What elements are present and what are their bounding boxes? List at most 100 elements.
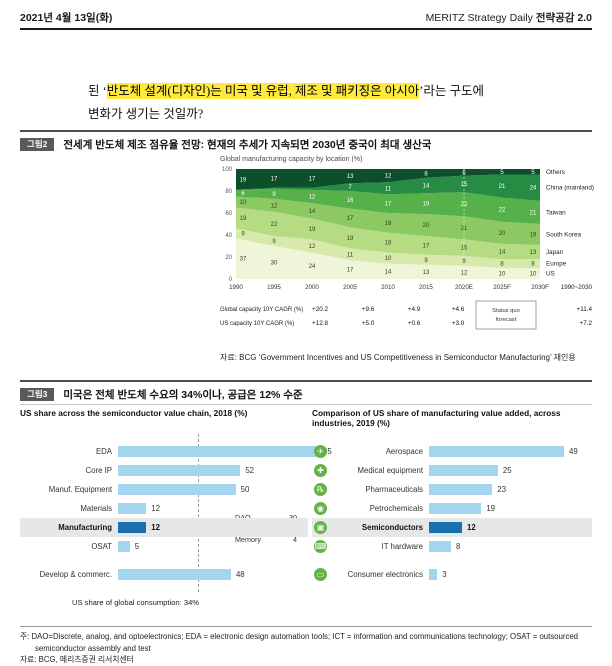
bar-label: EDA <box>95 447 112 456</box>
bar <box>118 484 236 495</box>
x-axis-tick: 2030F <box>531 284 549 291</box>
band-value: 24 <box>309 264 316 270</box>
bar-row-pharmaceuticals: ℞ Pharmaceuticals 23 <box>312 480 592 499</box>
figure3-divider <box>20 404 592 405</box>
bar <box>118 541 130 552</box>
brand-series: 전략공감 2.0 <box>535 12 592 24</box>
bar-row-manufacturing: Manufacturing 12 <box>20 518 308 537</box>
x-axis-tick: 2000 <box>305 284 319 291</box>
bar <box>429 541 452 552</box>
cagr-value: +5.0 <box>362 320 375 327</box>
figure2-badge: 그림2 <box>20 137 55 152</box>
band-value: 9 <box>462 259 466 265</box>
band-value: 22 <box>461 202 468 208</box>
keyboard-icon: ⌨ <box>314 540 327 553</box>
band-value: 16 <box>347 198 354 204</box>
band-value: 19 <box>309 227 316 233</box>
cagr-value: +4.6 <box>452 306 465 313</box>
band-value: 21 <box>530 210 537 216</box>
band-value: 17 <box>347 268 354 274</box>
legend-japan: Japan <box>546 249 564 256</box>
band-value: 19 <box>240 216 247 222</box>
band-value: 18 <box>385 241 392 247</box>
consumption-label: US share of global consumption: 34% <box>72 598 200 607</box>
bar <box>118 446 318 457</box>
cagr-value: +20.2 <box>312 306 328 313</box>
annotation-row: DAO 30 <box>235 512 297 523</box>
band-value: 7 <box>348 185 352 191</box>
annotation-label: Memory <box>235 535 261 544</box>
bar-label: Petrochemicals <box>369 504 423 513</box>
industries-rows: ✈ Aerospace 49 ✚ Medical equipment 25 ℞ Pharmac… <box>312 442 592 584</box>
body-paragraph: 된 ‘반도체 설계(디자인)는 미국 및 유럽, 제조 및 패키징은 아시아’라… <box>88 80 534 125</box>
brand-name: MERITZ Strategy Daily <box>425 12 536 24</box>
annotation-value: 4 <box>293 535 297 544</box>
band-value: 19 <box>347 236 354 242</box>
band-value: 22 <box>271 222 278 228</box>
bar-value: 49 <box>569 447 578 456</box>
band-value: 14 <box>385 269 392 275</box>
bar-label: IT hardware <box>381 542 423 551</box>
bar <box>118 569 231 580</box>
y-axis-tick: 40 <box>225 233 232 239</box>
bar-value: 48 <box>235 570 245 579</box>
band-value: 12 <box>385 174 392 180</box>
legend-others: Others <box>546 169 565 176</box>
band-value: 17 <box>423 243 430 249</box>
legend-taiwan: Taiwan <box>546 209 566 216</box>
pharma-rx-icon: ℞ <box>314 483 327 496</box>
area-band-south-korea <box>236 196 540 245</box>
band-value: 6 <box>462 170 466 176</box>
band-value: 5 <box>500 170 504 176</box>
bar-label: Develop & commerc. <box>39 570 112 579</box>
stacked-area-chart: 37 30 24 17 14 13 12 10 10 9 9 12 11 10 9 9 8 8 19 22 19 19 18… <box>220 167 594 330</box>
bar-label: Medical equipment <box>357 466 423 475</box>
airplane-icon: ✈ <box>314 445 327 458</box>
band-value: 10 <box>240 200 247 206</box>
bar <box>429 503 482 514</box>
oil-drop-icon: ◉ <box>314 502 327 515</box>
bar-row-petrochemicals: ◉ Petrochemicals 19 <box>312 499 592 518</box>
band-value: 13 <box>347 174 354 180</box>
x-axis-tick: 1995 <box>267 284 281 291</box>
bar <box>429 522 463 533</box>
bar-value: 23 <box>497 485 507 494</box>
bar-row-consumer-electronics: ▭ Consumer electronics 3 <box>312 565 592 584</box>
bar-label: Manuf. Equipment <box>48 485 112 494</box>
bar <box>118 465 241 476</box>
x-axis-tick: 2005 <box>343 284 357 291</box>
bar-label: Core IP <box>85 466 112 475</box>
band-value: 8 <box>531 262 535 268</box>
medical-cross-icon: ✚ <box>314 464 327 477</box>
bar-value: 8 <box>456 542 461 551</box>
paragraph-line2: 변화가 생기는 것일까? <box>88 106 204 121</box>
cagr-period-value: +11.4 <box>577 306 593 313</box>
band-value: 20 <box>423 223 430 229</box>
x-axis-tick: 2025F <box>493 284 511 291</box>
band-value: 15 <box>461 246 468 252</box>
band-value: 11 <box>347 252 354 258</box>
report-brand: MERITZ Strategy Daily 전략공감 2.0 <box>426 10 592 25</box>
bar-row-aerospace: ✈ Aerospace 49 <box>312 442 592 461</box>
bar-row-osat: OSAT 5 <box>20 537 308 556</box>
bar <box>429 465 498 476</box>
x-axis-tick: 2010 <box>381 284 395 291</box>
paragraph-suffix: ’라는 구도에 <box>419 84 485 98</box>
bar <box>429 446 564 457</box>
band-value: 8 <box>500 262 504 268</box>
x-axis-tick: 2020E <box>455 284 473 291</box>
band-value: 17 <box>309 176 316 182</box>
area-band-us <box>236 238 540 279</box>
y-axis-tick: 20 <box>225 255 232 261</box>
bar-value: 50 <box>240 485 250 494</box>
band-value: 5 <box>531 170 535 176</box>
band-value: 17 <box>271 176 278 182</box>
cagr-period-value: +7.2 <box>580 320 593 327</box>
footnote-source: 자료: BCG, 메리츠증권 리서치센터 <box>20 655 134 665</box>
band-value: 15 <box>461 182 468 188</box>
band-value: 13 <box>423 270 430 276</box>
figure2-chart: Global manufacturing capacity by locatio… <box>220 156 594 346</box>
x-axis-tick: 1990 <box>229 284 243 291</box>
bar-value: 12 <box>151 523 160 532</box>
bar-label: Materials <box>80 504 112 513</box>
